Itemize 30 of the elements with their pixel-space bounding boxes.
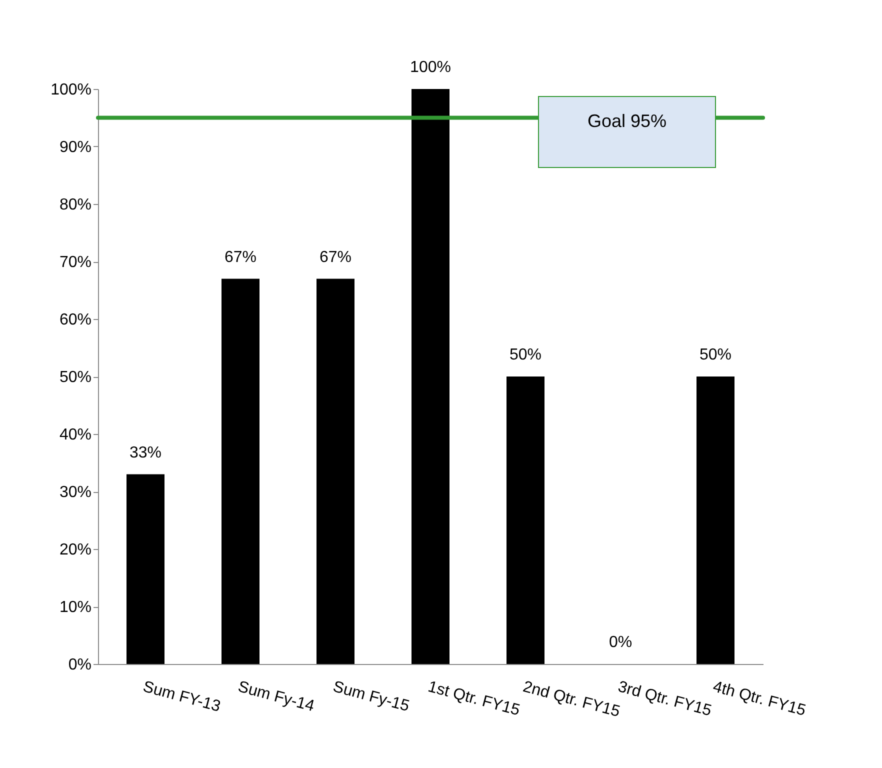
data-label: 67% [224,248,257,266]
x-tick-label: Sum Fy-14 [236,678,316,716]
bar [696,376,734,664]
bar [412,89,450,664]
y-tick-label: 20% [59,542,92,558]
bar [316,278,354,664]
y-tick-label: 40% [59,426,92,444]
data-label: 67% [319,248,352,266]
data-label: 50% [699,346,732,364]
y-tick-label: 0% [68,656,92,674]
y-tick-label: 30% [59,484,92,501]
x-tick-label: 1st Qtr. FY15 [426,678,522,720]
data-label: 33% [129,444,162,462]
y-tick-label: 10% [59,599,92,616]
bar [126,474,164,664]
y-tick-label: 50% [59,369,92,386]
bar [506,376,544,664]
y-tick-label: 80% [59,196,92,214]
label-box: Goal 95% [538,96,716,168]
data-label: 0% [608,634,632,651]
data-label: 50% [509,346,542,364]
bar [222,278,260,664]
y-tick-label: 90% [59,139,92,156]
y-tick-label: 70% [59,254,92,271]
y-tick-label: 60% [59,312,92,328]
x-tick-label: Sum FY-13 [141,678,222,716]
x-tick-label: 4th Qtr. FY15 [711,678,808,720]
y-tick-label: 100% [50,82,92,98]
x-tick-label: Sum Fy-15 [331,678,412,716]
data-label: 100% [410,59,451,76]
